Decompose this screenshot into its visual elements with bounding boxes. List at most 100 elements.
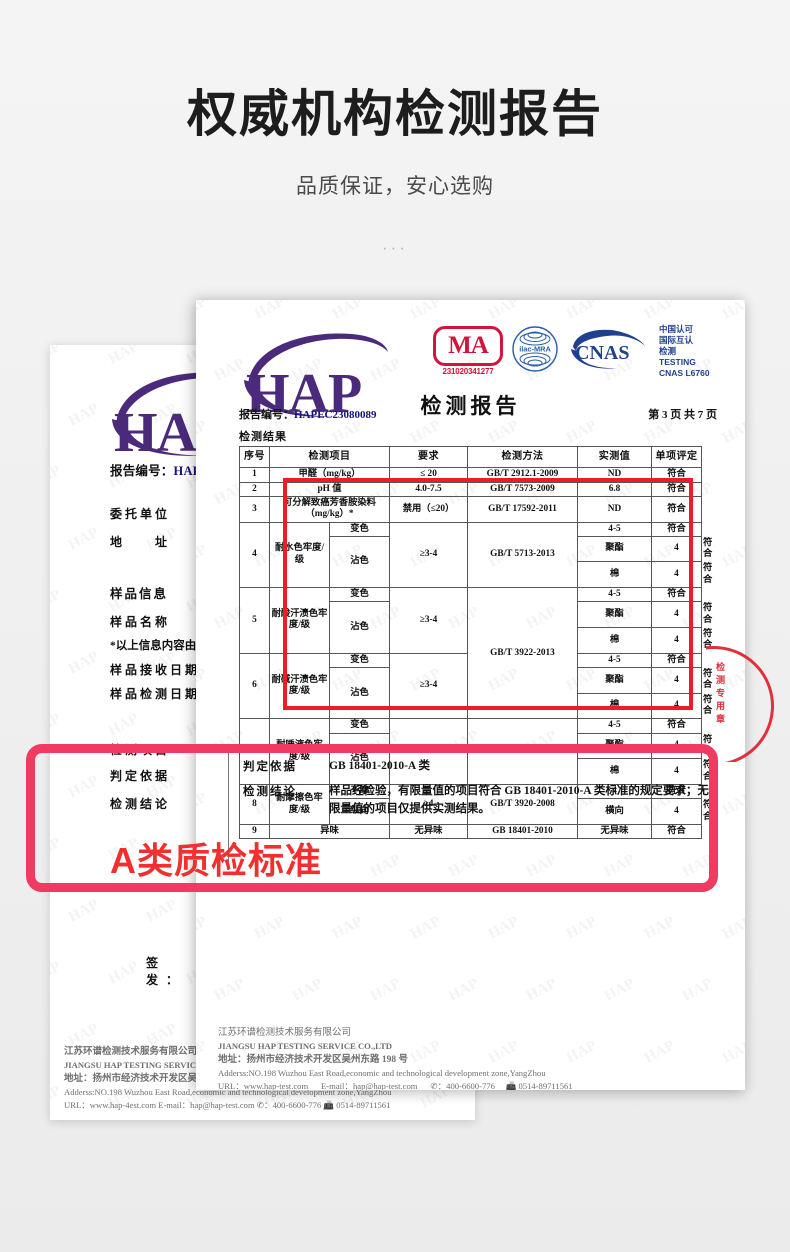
cell-value: 4-5 bbox=[577, 587, 652, 603]
th-req: 要求 bbox=[389, 445, 468, 469]
conclusion-result-value: 样品经检验，有限量值的项目符合 GB 18401-2010-A 类标准的规定要求… bbox=[329, 784, 709, 815]
th-no: 序号 bbox=[239, 445, 270, 469]
front-footer-url: URL：www.hap-test.com bbox=[218, 1080, 309, 1090]
cell-value: 4 bbox=[651, 535, 702, 563]
page-subtitle: 品质保证，安心选购 bbox=[296, 175, 494, 198]
table-header-row: 序号 检测项目 要求 检测方法 实测值 单项评定 bbox=[239, 445, 702, 469]
table-row: 1 甲醛（mg/kg） ≤ 20 GB/T 2912.1-2009 ND 符合 bbox=[239, 467, 702, 483]
cell-sub: 棉 bbox=[577, 561, 652, 589]
front-footer-tel: ✆：400-6600-776 bbox=[430, 1080, 495, 1090]
front-footer-address-en: Adderss:NO.198 Wuzhou East Road,economic… bbox=[218, 1067, 546, 1078]
cell-req: 无异味 bbox=[389, 824, 468, 840]
cell-item: 可分解致癌芳香胺染料（mg/kg）* bbox=[269, 495, 390, 523]
front-footer-company-en: JIANGSU HAP TESTING SERVICE CO.,LTD bbox=[218, 1041, 393, 1052]
cell-sub: 变色 bbox=[329, 587, 390, 603]
back-footer-address-cn: 地址：扬州市经济技术开发区吴州东 bbox=[64, 1073, 217, 1084]
cell-value: 4 bbox=[651, 561, 702, 589]
cell-stain-label: 沾色 bbox=[329, 601, 390, 654]
cell-item: 耐酸汗渍色牢度/级 bbox=[269, 587, 330, 654]
annotation-label: A类质检标准 bbox=[110, 840, 322, 881]
front-footer-fax: 📠 0514-89711561 bbox=[505, 1080, 573, 1090]
conclusion-basis-row: 判定依据 GB 18401-2010-A 类 bbox=[243, 758, 713, 776]
table-row: 7 耐唾液色牢度/级 变色 ≥4 GB/T 18886-2019 4-5 符合 bbox=[239, 718, 702, 786]
front-footer: 江苏环谱检测技术服务有限公司 JIANGSU HAP TESTING SERVI… bbox=[218, 1026, 573, 1090]
front-footer-address-cn: 地址：扬州市经济技术开发区吴州东路 198 号 bbox=[218, 1054, 409, 1065]
cnas-mark: CNAS bbox=[567, 325, 651, 378]
cell-stain-label: 沾色 bbox=[329, 667, 390, 720]
cell-value: 4 bbox=[651, 601, 702, 629]
cell-judge: 符合 bbox=[651, 718, 702, 734]
cell-value: 4-5 bbox=[577, 652, 652, 669]
table-row: 3 可分解致癌芳香胺染料（mg/kg）* 禁用（≤20） GB/T 17592-201… bbox=[239, 495, 702, 523]
cell-req: ≥4 bbox=[389, 784, 468, 826]
th-method: 检测方法 bbox=[467, 445, 578, 469]
table-row: 沾色 聚酯 4 符合 bbox=[240, 535, 712, 589]
cell-value: 4 bbox=[651, 732, 702, 760]
cell-judge: 符合 bbox=[651, 481, 702, 497]
cell-sub: 变色 bbox=[329, 718, 390, 734]
page-header: 权威机构检测报告 品质保证，安心选购 ··· bbox=[0, 0, 790, 258]
cell-judge: 符合 bbox=[651, 652, 702, 669]
cell-sub: 横向 bbox=[577, 798, 652, 826]
back-footer-contact: URL：www.hap-4est.com E-mail：hap@hap-test… bbox=[64, 1099, 391, 1110]
accreditation-marks: MA 231020341277 ilac-MRA bbox=[433, 324, 710, 378]
cell-sub: 干摩 bbox=[329, 784, 390, 800]
cell-req: ≤ 20 bbox=[389, 467, 468, 483]
signature-label: 签 发： bbox=[146, 956, 187, 987]
conclusion-basis-label: 判定依据 bbox=[243, 761, 297, 773]
cell-item: 异味 bbox=[269, 824, 390, 840]
back-footer-address-en: Adderss:NO.198 Wuzhou East Road,economic… bbox=[64, 1086, 392, 1097]
front-footer-contacts: URL：www.hap-test.com E-mail：hap@hap-test… bbox=[218, 1080, 573, 1090]
cell-value: 6.8 bbox=[577, 481, 652, 497]
cell-sub: 聚酯 bbox=[577, 732, 652, 760]
ma-number: 231020341277 bbox=[442, 367, 494, 377]
svg-text:HAP: HAP bbox=[246, 363, 361, 420]
cell-value: 无异味 bbox=[577, 824, 652, 840]
front-footer-company-cn: 江苏环谱检测技术服务有限公司 bbox=[218, 1028, 352, 1038]
cell-req: ≥3-4 bbox=[389, 652, 468, 720]
cell-sub: 棉 bbox=[577, 692, 652, 720]
cell-req: ≥3-4 bbox=[389, 521, 468, 589]
svg-text:ilac-MRA: ilac-MRA bbox=[519, 344, 551, 353]
cell-judge: 符合 bbox=[651, 824, 702, 840]
cell-sub: 变色 bbox=[329, 652, 390, 669]
conclusion-basis-value: GB 18401-2010-A 类 bbox=[329, 760, 430, 772]
cell-item: 耐水色牢度/级 bbox=[269, 521, 330, 589]
ellipsis-divider: ··· bbox=[382, 238, 408, 257]
cell-value: 4 bbox=[651, 692, 702, 720]
cell-judge: 符合 bbox=[651, 495, 702, 523]
svg-text:CNAS: CNAS bbox=[575, 342, 629, 364]
cell-method: GB/T 7573-2009 bbox=[467, 481, 578, 497]
cell-value: ND bbox=[577, 467, 652, 483]
cnas-text-block: 中国认可 国际互认 检测 TESTING CNAS L6760 bbox=[659, 324, 710, 378]
th-value: 实测值 bbox=[577, 445, 652, 469]
cell-judge: 符合 bbox=[651, 784, 702, 800]
cell-no: 2 bbox=[239, 481, 270, 497]
page-title: 权威机构检测报告 bbox=[187, 86, 603, 142]
cell-no: 1 bbox=[239, 467, 270, 483]
conclusion-result-label: 检测结论 bbox=[243, 785, 297, 798]
cell-method: GB/T 2912.1-2009 bbox=[467, 467, 578, 483]
cell-no: 5 bbox=[239, 587, 270, 654]
cell-sub: 聚酯 bbox=[577, 601, 652, 629]
cell-value: 4 bbox=[651, 627, 702, 654]
cell-req: 禁用（≤20） bbox=[389, 495, 468, 523]
ilac-mra-mark: ilac-MRA bbox=[511, 325, 559, 378]
certificate-card-front[interactable]: HAP HAP HAP HAP HAP HAP HAP HAP HAP HAP HAP HAP HAP H… bbox=[196, 300, 745, 1090]
cell-stain-label: 纵向 bbox=[329, 798, 390, 826]
hap-logo-front: HAP bbox=[240, 328, 390, 420]
cell-no: 3 bbox=[239, 495, 270, 523]
ma-mark: MA 231020341277 bbox=[433, 326, 503, 376]
cell-method: GB/T 3922-2013 bbox=[467, 587, 578, 720]
cell-judge: 符合 bbox=[651, 587, 702, 603]
cell-judge: 符合 bbox=[651, 467, 702, 483]
cell-sub: 变色 bbox=[329, 521, 390, 537]
cell-value: ND bbox=[577, 495, 652, 523]
back-footer-company-cn: 江苏环谱检测技术服务有限公司 bbox=[64, 1047, 198, 1057]
cell-method: GB/T 5713-2013 bbox=[467, 521, 578, 589]
cell-sub: 聚酯 bbox=[577, 535, 652, 563]
th-item: 检测项目 bbox=[269, 445, 390, 469]
front-footer-email: E-mail：hap@hap-test.com bbox=[321, 1080, 418, 1090]
table-row: 9 异味 无异味 GB 18401-2010 无异味 符合 bbox=[239, 824, 702, 840]
cell-item: 耐摩擦色牢度/级 bbox=[269, 784, 330, 826]
